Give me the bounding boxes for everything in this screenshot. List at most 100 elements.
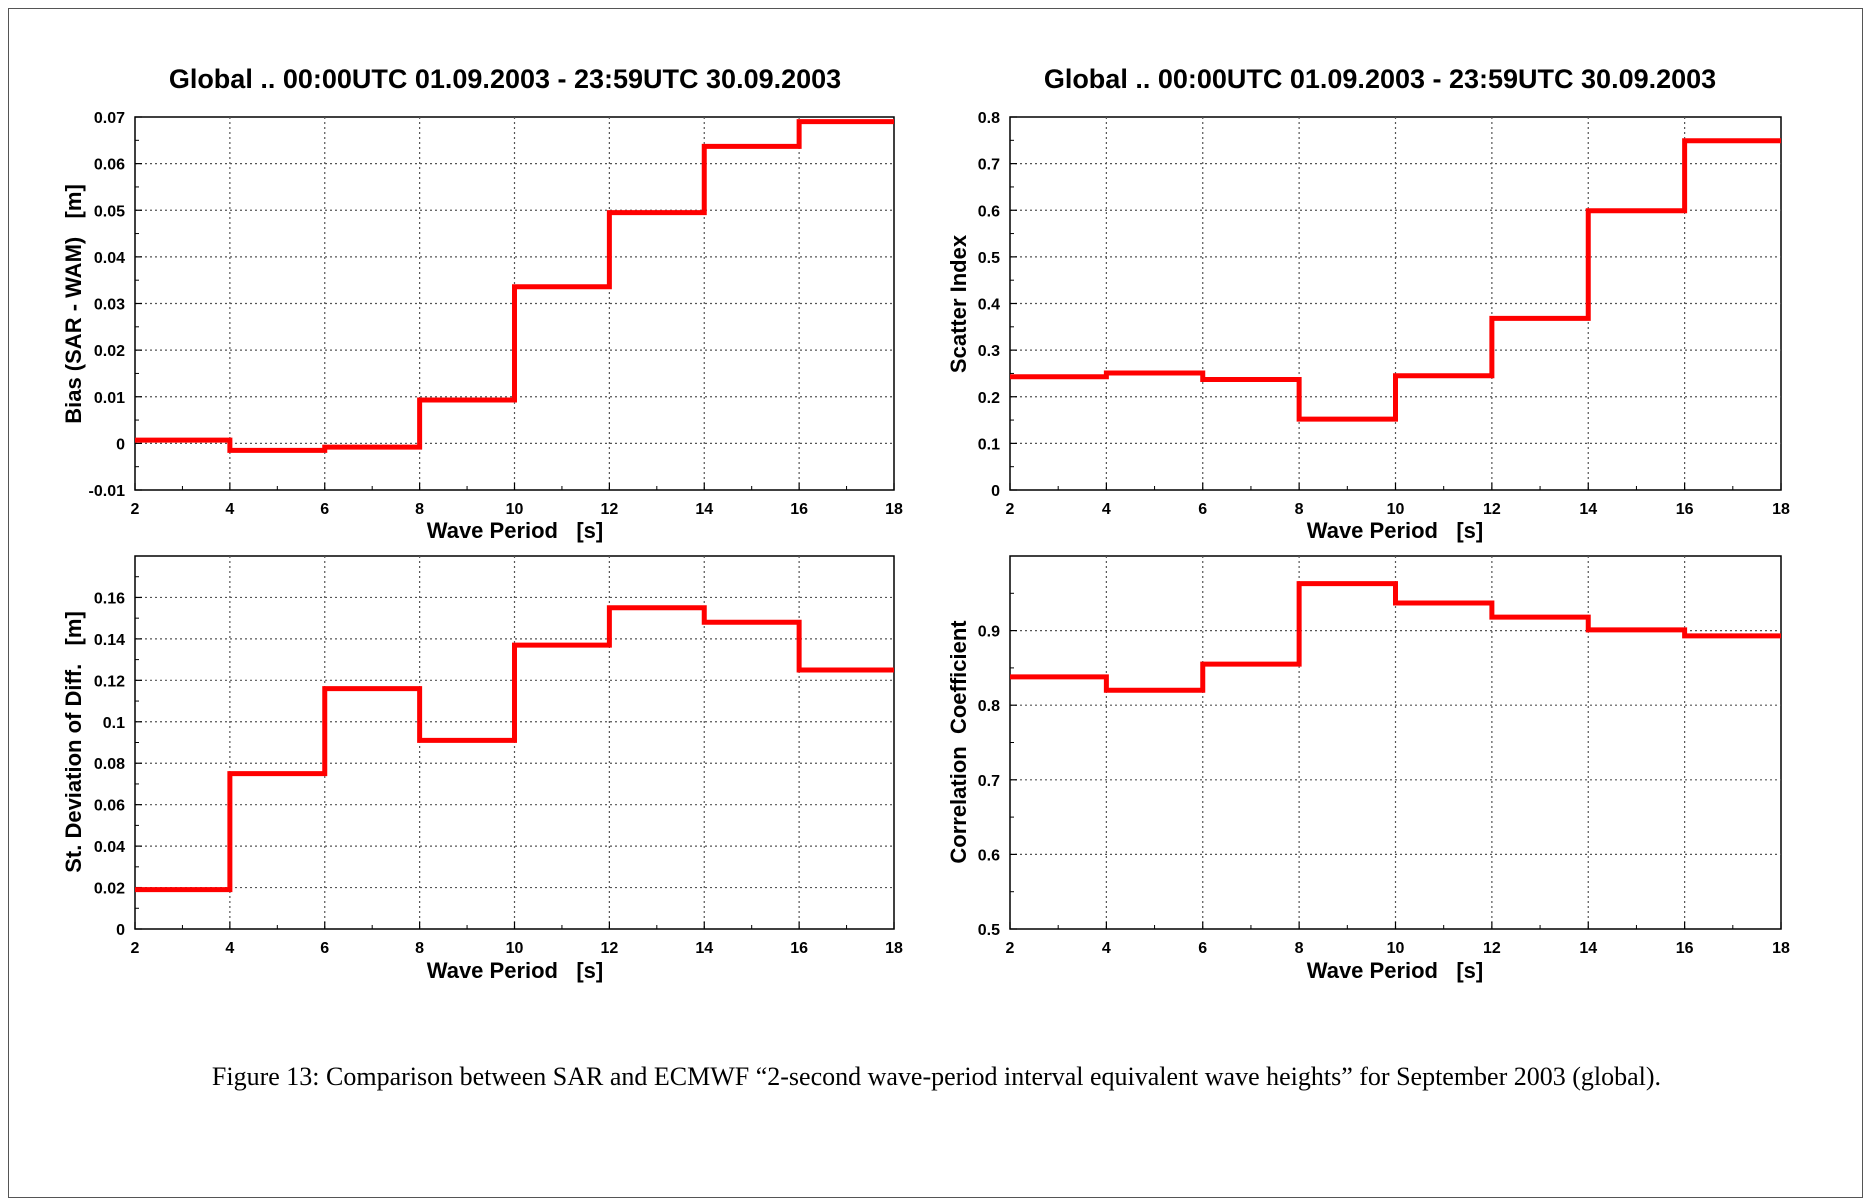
y-axis-label: Bias (SAR - WAM) [m] [61, 184, 86, 424]
x-tick-label: 2 [1006, 501, 1015, 518]
x-tick-label: 16 [790, 940, 808, 957]
y-tick-label: 0.04 [94, 250, 125, 267]
y-tick-label: 0.04 [94, 839, 125, 856]
x-tick-label: 16 [1676, 940, 1694, 957]
x-tick-label: 10 [1387, 501, 1405, 518]
y-tick-label: 0.5 [978, 922, 1000, 939]
panel-title: Global .. 00:00UTC 01.09.2003 - 23:59UTC… [1044, 64, 1716, 94]
x-tick-label: 8 [1295, 940, 1304, 957]
y-tick-label: 0.3 [978, 343, 1000, 360]
series-line [1010, 138, 1781, 422]
y-tick-label: 0.9 [978, 624, 1000, 641]
x-axis-label: Wave Period [s] [1307, 518, 1483, 543]
x-axis-label: Wave Period [s] [427, 958, 603, 983]
y-tick-label: 0.6 [978, 847, 1000, 864]
step-series [1010, 581, 1781, 693]
y-axis-label: Scatter Index [946, 234, 971, 373]
step-series [135, 119, 894, 453]
axis-ticks: 2 4 6 8 10 12 14 16 18 0 0.1 0.2 0.3 0.4 0.5 0.6 0.7 0.8 [978, 110, 1790, 518]
x-tick-label: 12 [600, 940, 618, 957]
x-tick-label: 6 [1198, 940, 1207, 957]
axis-ticks: 2 4 6 8 10 12 14 16 18 0.5 0.6 0.7 0.8 0.9 [978, 592, 1790, 957]
x-tick-label: 14 [695, 501, 713, 518]
y-tick-label: 0.2 [978, 390, 1000, 407]
x-tick-label: 18 [885, 940, 903, 957]
panel-scatter-index: Global .. 00:00UTC 01.09.2003 - 23:59UTC… [946, 64, 1790, 543]
x-tick-label: 10 [506, 940, 524, 957]
y-tick-label: 0 [116, 436, 125, 453]
y-tick-label: 0.7 [978, 157, 1000, 174]
x-tick-label: 18 [885, 501, 903, 518]
x-tick-label: 14 [1579, 501, 1597, 518]
x-tick-label: 8 [1295, 501, 1304, 518]
x-tick-label: 2 [131, 501, 140, 518]
series-line [135, 605, 894, 893]
y-tick-label: 0.06 [94, 798, 125, 815]
y-tick-label: 0.6 [978, 203, 1000, 220]
y-tick-label: 0.7 [978, 773, 1000, 790]
x-tick-label: 6 [320, 940, 329, 957]
x-tick-label: 10 [1387, 940, 1405, 957]
x-tick-label: 16 [1676, 501, 1694, 518]
x-tick-label: 18 [1772, 501, 1790, 518]
y-tick-label: 0.8 [978, 110, 1000, 127]
y-tick-label: 0.02 [94, 881, 125, 898]
x-axis-label: Wave Period [s] [1307, 958, 1483, 983]
step-series [135, 605, 894, 893]
y-tick-label: 0.5 [978, 250, 1000, 267]
y-tick-label: 0.03 [94, 297, 125, 314]
y-tick-label: 0.1 [103, 715, 125, 732]
x-tick-label: 4 [1102, 501, 1111, 518]
panel-bias: Global .. 00:00UTC 01.09.2003 - 23:59UTC… [61, 64, 903, 543]
x-tick-label: 18 [1772, 940, 1790, 957]
y-tick-label: 0.01 [94, 390, 125, 407]
x-tick-label: 12 [1483, 501, 1501, 518]
page-frame [8, 8, 1863, 1198]
figure-grid: Global .. 00:00UTC 01.09.2003 - 23:59UTC… [61, 64, 1790, 983]
series-line [1010, 581, 1781, 693]
x-tick-label: 14 [1579, 940, 1597, 957]
y-tick-label: 0.12 [94, 673, 125, 690]
y-tick-label: 0.1 [978, 436, 1000, 453]
y-tick-label: 0.16 [94, 590, 125, 607]
series-line [135, 119, 894, 453]
x-tick-label: 6 [1198, 501, 1207, 518]
y-tick-label: 0.8 [978, 698, 1000, 715]
y-tick-label: -0.01 [89, 483, 126, 500]
x-tick-label: 8 [415, 940, 424, 957]
panel-correlation: 2 4 6 8 10 12 14 16 18 0.5 0.6 0.7 0.8 0.9 Wave Perio… [946, 555, 1790, 983]
gridlines [1010, 556, 1781, 929]
step-series [1010, 138, 1781, 422]
x-tick-label: 2 [131, 940, 140, 957]
axis-ticks: 2 4 6 8 10 12 14 16 18 -0.01 0 0.01 0.02 0.03 0.04 0.05… [89, 110, 903, 518]
gridlines [135, 117, 894, 490]
y-axis-label: St. Deviation of Diff. [m] [61, 611, 86, 873]
y-tick-label: 0.4 [978, 297, 1000, 314]
y-tick-label: 0 [116, 922, 125, 939]
y-axis-label: Correlation Coefficient [946, 620, 971, 864]
gridlines [1010, 117, 1781, 490]
y-tick-label: 0.07 [94, 110, 125, 127]
figure-caption: Figure 13: Comparison between SAR and EC… [211, 1062, 1662, 1091]
y-tick-label: 0 [991, 483, 1000, 500]
x-tick-label: 14 [695, 940, 713, 957]
x-tick-label: 12 [1483, 940, 1501, 957]
y-tick-label: 0.08 [94, 756, 125, 773]
x-tick-label: 4 [225, 940, 234, 957]
x-tick-label: 2 [1006, 940, 1015, 957]
x-tick-label: 6 [320, 501, 329, 518]
x-tick-label: 8 [415, 501, 424, 518]
axis-ticks: 2 4 6 8 10 12 14 16 18 0 0.02 0.04 0.06 0.08 0.1 0.12 0.… [94, 576, 903, 957]
y-tick-label: 0.14 [94, 632, 125, 649]
x-tick-label: 16 [790, 501, 808, 518]
y-tick-label: 0.06 [94, 157, 125, 174]
x-tick-label: 12 [600, 501, 618, 518]
panel-std-deviation: 2 4 6 8 10 12 14 16 18 0 0.02 0.04 0.06 0.08 0.1 0.12 0.… [61, 555, 903, 983]
panel-title: Global .. 00:00UTC 01.09.2003 - 23:59UTC… [169, 64, 841, 94]
y-tick-label: 0.02 [94, 343, 125, 360]
y-tick-label: 0.05 [94, 203, 125, 220]
x-tick-label: 4 [1102, 940, 1111, 957]
x-tick-label: 4 [225, 501, 234, 518]
x-tick-label: 10 [506, 501, 524, 518]
x-axis-label: Wave Period [s] [427, 518, 603, 543]
